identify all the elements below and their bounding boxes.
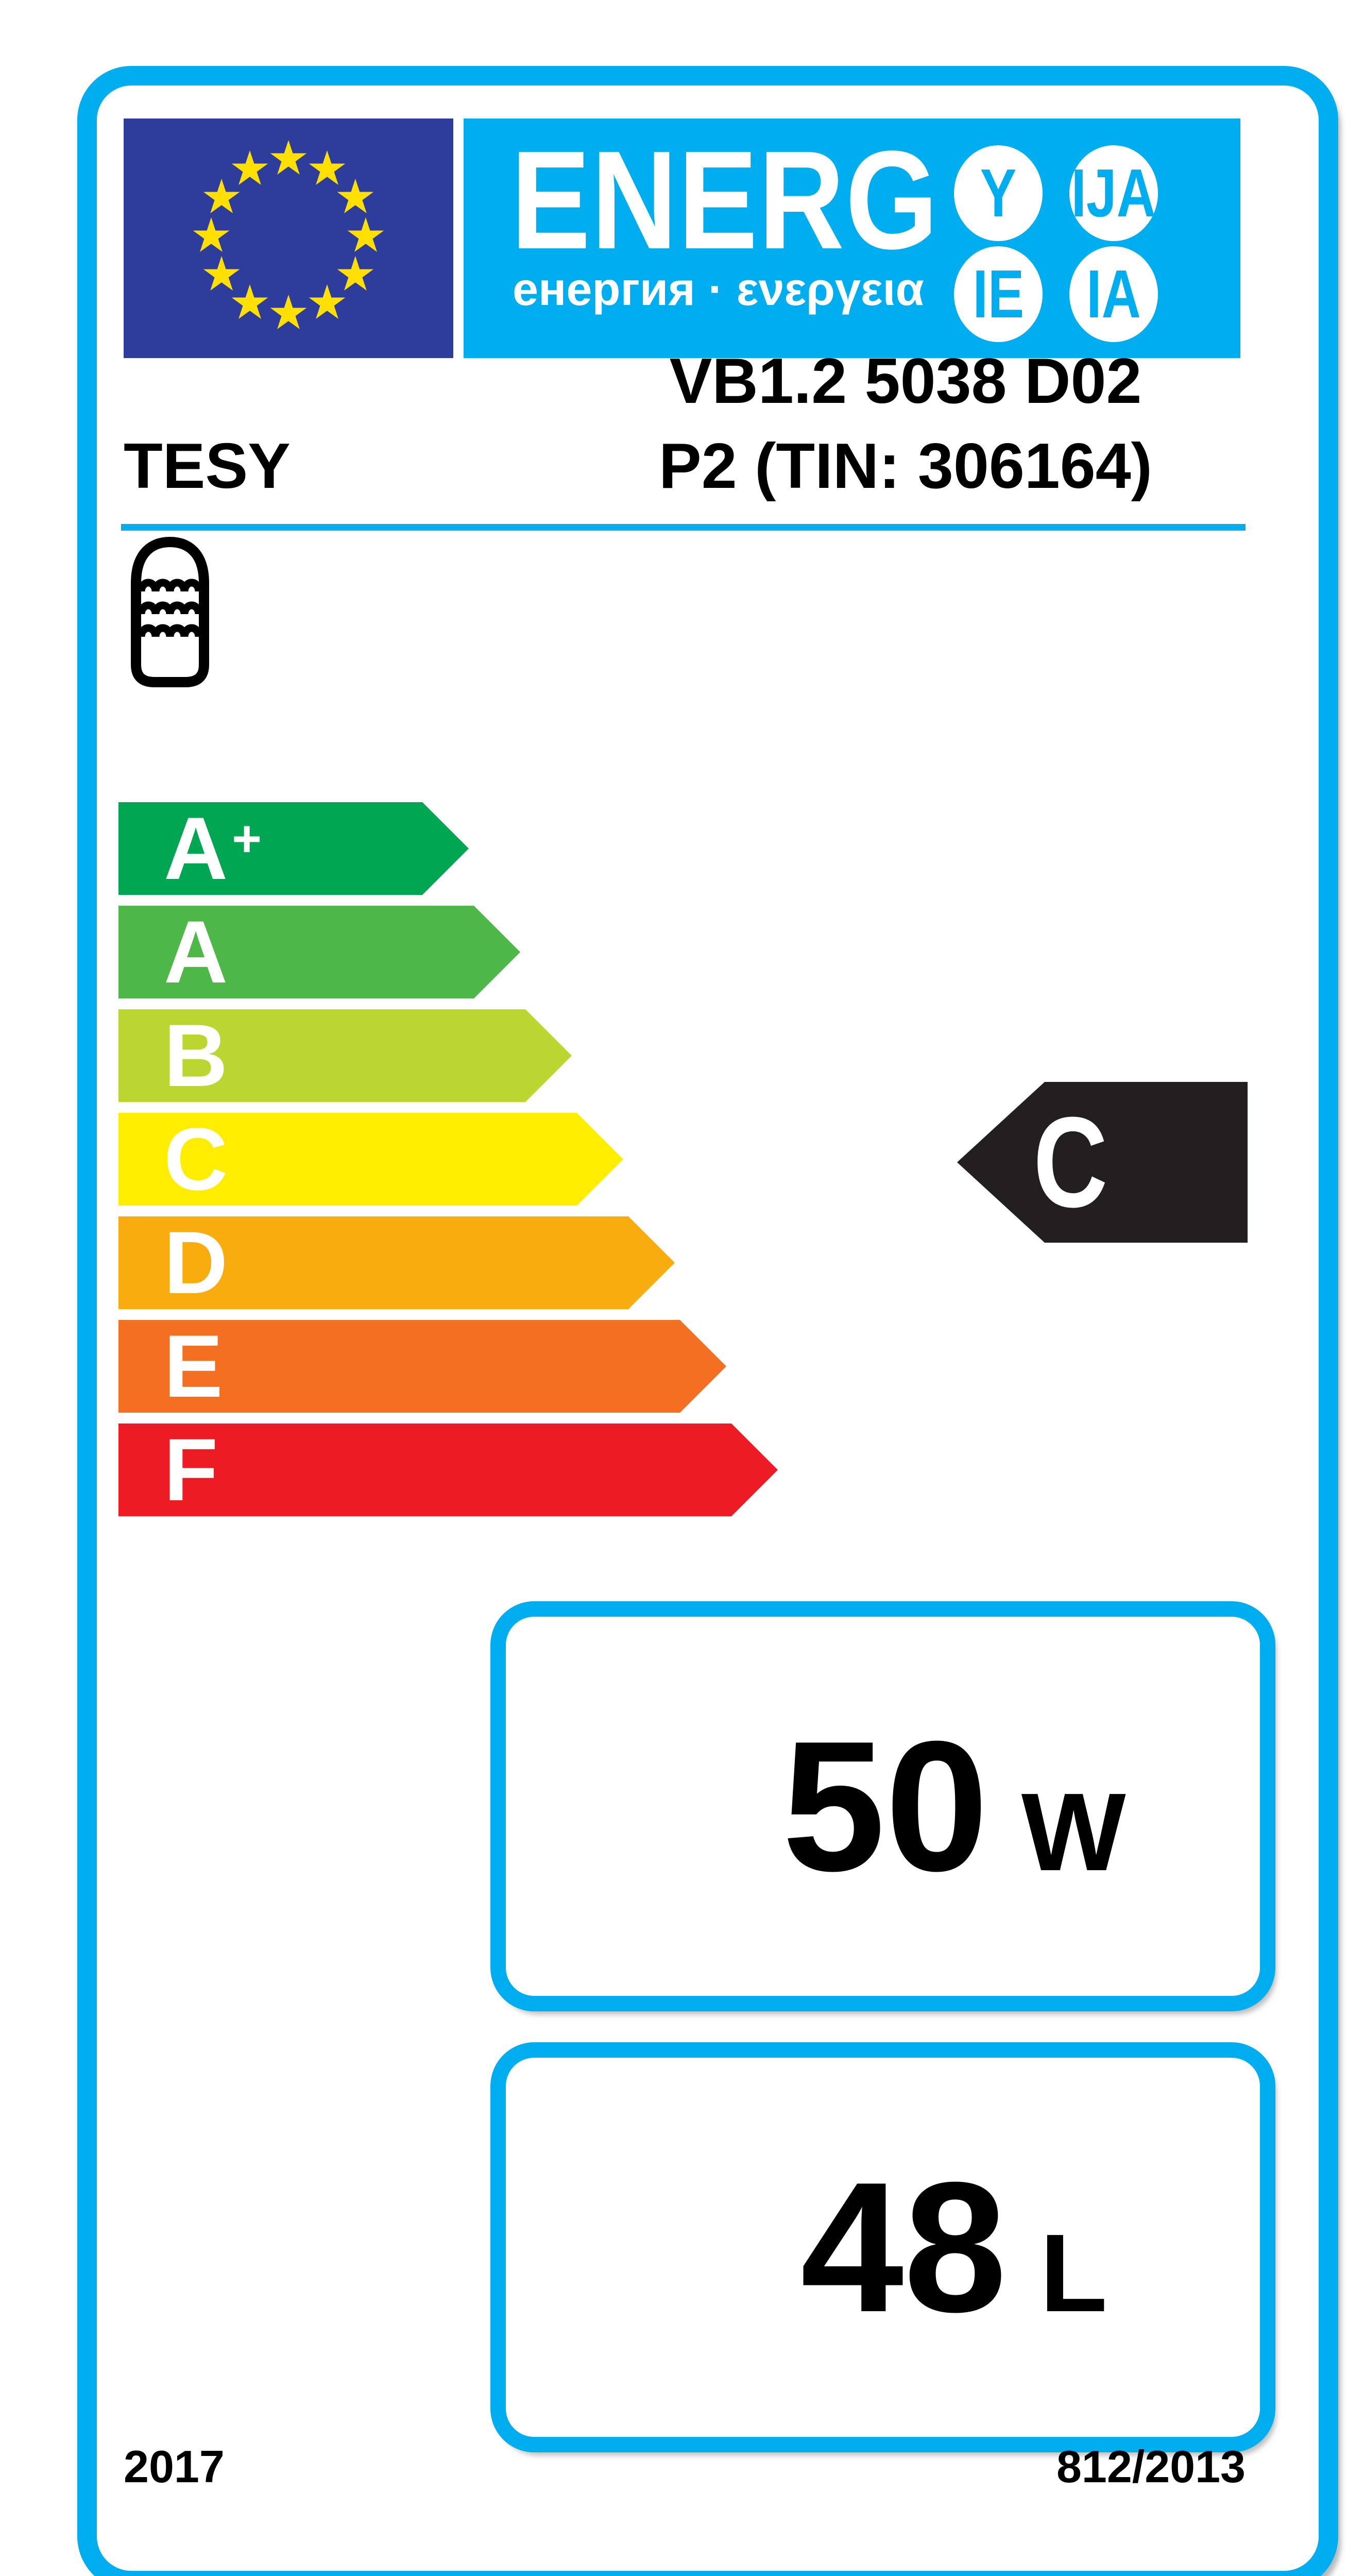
standing-loss-unit: W — [1021, 1770, 1126, 1894]
scale-grade-letter: A — [164, 903, 228, 1002]
rating-grade-letter: C — [1033, 1090, 1108, 1234]
circle-label: Y — [980, 155, 1017, 231]
model-number: VB1.2 5038 D02 — [669, 346, 1142, 417]
scale-bar-e: E — [118, 1320, 726, 1413]
grade-plus-superscript: + — [232, 810, 262, 867]
eu-star-icon: ★ — [200, 248, 243, 301]
energ-subtitle: енергия · ενεργεια — [513, 264, 925, 315]
circle-label: IA — [1086, 256, 1141, 332]
eu-flag-icon: ★ ★ ★ ★ ★ ★ ★ ★ ★ ★ ★ ★ — [124, 118, 453, 358]
standing-loss-value: 50 — [782, 1703, 988, 1910]
eu-star-icon: ★ — [305, 276, 349, 329]
water-tank-icon — [131, 536, 209, 687]
regulation-number: 812/2013 — [1056, 2441, 1246, 2492]
eu-star-icon: ★ — [305, 142, 349, 195]
scale-grade-letter: E — [164, 1317, 223, 1416]
scale-bar-a: A — [118, 906, 520, 998]
storage-volume-value: 48 — [800, 2144, 1007, 2351]
metric-row: 48 L — [800, 2155, 1107, 2340]
energ-suffix-circle-y: Y — [954, 145, 1043, 241]
label-year: 2017 — [124, 2441, 225, 2492]
brand-name: TESY — [124, 431, 291, 502]
scale-grade-letter: C — [164, 1110, 228, 1209]
scale-bar-c: C — [118, 1113, 623, 1206]
header-divider — [121, 524, 1246, 531]
eu-star-icon: ★ — [334, 171, 377, 224]
eu-star-icon: ★ — [200, 171, 243, 224]
energ-suffix-circle-ija: IJA — [1069, 145, 1158, 241]
scale-bar-d: D — [118, 1216, 675, 1309]
circle-label: IJA — [1071, 155, 1156, 231]
eu-star-icon: ★ — [344, 209, 387, 262]
eu-star-icon: ★ — [228, 276, 271, 329]
energ-suffix-circle-ia: IA — [1069, 246, 1158, 342]
scale-bar-f: F — [118, 1423, 778, 1516]
label-border — [77, 66, 1338, 2576]
storage-volume-unit: L — [1039, 2211, 1107, 2335]
metric-row: 50 W — [782, 1714, 1126, 1899]
eu-star-icon: ★ — [190, 209, 233, 262]
scale-grade-letter: B — [164, 1006, 228, 1105]
energ-suffix-circle-ie: IE — [954, 246, 1043, 342]
scale-bar-a+: A+ — [118, 802, 469, 895]
scale-bar-b: B — [118, 1009, 572, 1102]
eu-star-icon: ★ — [228, 142, 271, 195]
model-identifier: P2 (TIN: 306164) — [659, 431, 1152, 502]
energ-logo-block: ENERG енергия · ενεργεια Y IJA IE IA — [464, 118, 1240, 358]
eu-star-icon: ★ — [334, 248, 377, 301]
eu-star-icon: ★ — [267, 132, 310, 185]
scale-grade-letter: D — [164, 1213, 228, 1312]
energ-wordmark: ENERG — [511, 122, 939, 278]
eu-star-icon: ★ — [267, 286, 310, 340]
rating-scale: A+ A B C D E F — [118, 802, 778, 1527]
storage-volume-box: 48 L — [490, 2042, 1275, 2452]
circle-label: IE — [973, 256, 1024, 332]
scale-grade-letter: A+ — [164, 799, 262, 898]
scale-grade-letter: F — [164, 1420, 218, 1519]
standing-loss-box: 50 W — [490, 1601, 1275, 2011]
